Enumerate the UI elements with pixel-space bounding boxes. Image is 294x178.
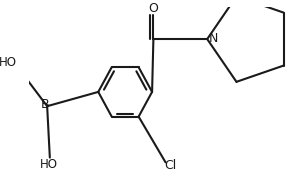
Text: N: N (208, 32, 218, 45)
Text: Cl: Cl (164, 159, 176, 172)
Text: HO: HO (0, 56, 16, 69)
Text: HO: HO (39, 158, 58, 171)
Text: B: B (41, 98, 49, 111)
Text: O: O (148, 2, 158, 15)
